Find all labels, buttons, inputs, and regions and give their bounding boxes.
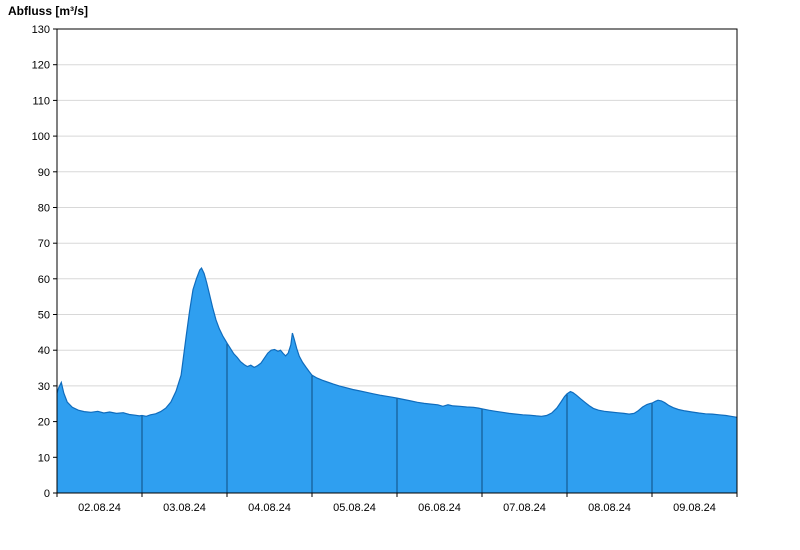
y-axis-tick-label: 90 [38, 167, 50, 179]
y-axis-tick-label: 20 [38, 417, 50, 429]
plot-frame [56, 28, 738, 494]
x-axis-tick-label: 03.08.24 [163, 502, 206, 514]
y-axis-tick-label: 110 [32, 95, 50, 107]
y-axis-tick-label: 70 [38, 238, 50, 250]
y-axis-tick-label: 80 [38, 203, 50, 215]
y-axis-tick-label: 30 [38, 381, 50, 393]
y-axis-tick-label: 50 [38, 310, 50, 322]
chart-title: Abfluss [m³/s] [8, 4, 89, 18]
x-axis-tick-label: 05.08.24 [333, 502, 376, 514]
x-axis-tick-label: 04.08.24 [248, 502, 291, 514]
y-axis-tick-label: 10 [38, 452, 50, 464]
y-axis-tick-label: 60 [38, 274, 50, 286]
y-axis-tick-label: 120 [32, 60, 50, 72]
x-axis-tick-label: 06.08.24 [418, 502, 461, 514]
x-axis-tick-label: 02.08.24 [78, 502, 121, 514]
y-axis-tick-label: 40 [38, 345, 50, 357]
x-axis-tick-label: 09.08.24 [673, 502, 716, 514]
y-axis-tick-label: 100 [32, 131, 50, 143]
x-axis-tick-label: 08.08.24 [588, 502, 631, 514]
y-axis-tick-label: 0 [44, 488, 50, 500]
x-axis-tick-label: 07.08.24 [503, 502, 546, 514]
discharge-line [56, 267, 738, 418]
y-axis-tick-label: 130 [32, 24, 50, 36]
